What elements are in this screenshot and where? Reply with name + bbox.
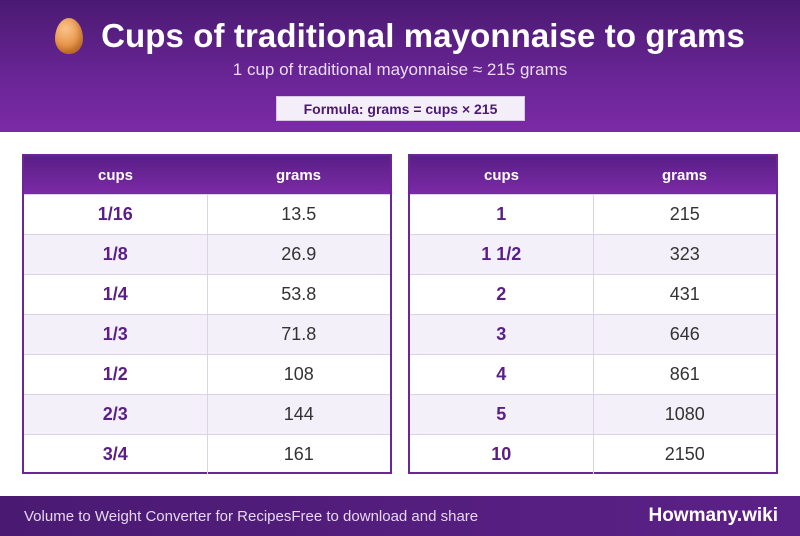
column-header-grams: grams — [661, 166, 708, 184]
table-row: 5 1080 — [410, 394, 776, 434]
cups-cell: 5 — [410, 395, 594, 434]
header: Cups of traditional mayonnaise to grams … — [0, 0, 800, 132]
column-header-cups: cups — [483, 166, 519, 184]
cups-cell: 3/4 — [24, 435, 208, 474]
grams-cell: 108 — [283, 364, 314, 384]
footer-text: Volume to Weight Converter for Recipes Fr… — [24, 496, 478, 536]
table-row: 3 646 — [410, 314, 776, 354]
table-header: cups grams — [410, 156, 776, 194]
table-row: 2 431 — [410, 274, 776, 314]
brand-logo: Howmany.wiki — [648, 505, 778, 526]
grams-cell: 861 — [669, 364, 700, 384]
table-row: 1 1/2 323 — [410, 234, 776, 274]
table-row: 4 861 — [410, 354, 776, 394]
table-row: 2/3 144 — [24, 394, 390, 434]
footer: Volume to Weight Converter for Recipes Fr… — [0, 496, 800, 536]
cups-cell: 2/3 — [24, 395, 208, 434]
grams-cell: 2150 — [664, 444, 705, 464]
egg-icon — [55, 18, 84, 54]
cups-cell: 1/16 — [24, 195, 208, 234]
grams-cell: 1080 — [664, 404, 705, 424]
cups-cell: 1 — [410, 195, 594, 234]
grams-cell: 26.9 — [281, 244, 317, 264]
table-row: 1/16 13.5 — [24, 194, 390, 234]
table-row: 3/4 161 — [24, 434, 390, 474]
cups-cell: 1 1/2 — [410, 235, 594, 274]
table-row: 1/4 53.8 — [24, 274, 390, 314]
table-row: 1/2 108 — [24, 354, 390, 394]
table-row: 1/3 71.8 — [24, 314, 390, 354]
grams-cell: 646 — [669, 324, 700, 344]
cups-cell: 4 — [410, 355, 594, 394]
grams-cell: 161 — [283, 444, 314, 464]
table-row: 10 2150 — [410, 434, 776, 474]
conversion-table-right: cups grams 1 215 1 1/2 323 2 431 3 646 4… — [408, 154, 778, 474]
grams-cell: 144 — [283, 404, 314, 424]
column-header-grams: grams — [275, 166, 322, 184]
column-header-cups: cups — [97, 166, 133, 184]
grams-cell: 13.5 — [281, 204, 317, 224]
grams-cell: 215 — [669, 204, 700, 224]
cups-cell: 1/4 — [24, 275, 208, 314]
table-row: 1/8 26.9 — [24, 234, 390, 274]
grams-cell: 323 — [669, 244, 700, 264]
cups-cell: 1/3 — [24, 315, 208, 354]
grams-cell: 431 — [669, 284, 700, 304]
cups-cell: 3 — [410, 315, 594, 354]
formula-badge: Formula: grams = cups × 215 — [276, 96, 525, 121]
cups-cell: 10 — [410, 435, 594, 474]
cups-cell: 2 — [410, 275, 594, 314]
footer-share-note: Free to download and share — [291, 507, 479, 525]
grams-cell: 71.8 — [281, 324, 317, 344]
table-row: 1 215 — [410, 194, 776, 234]
table-header: cups grams — [24, 156, 390, 194]
cups-cell: 1/8 — [24, 235, 208, 274]
grams-cell: 53.8 — [281, 284, 317, 304]
cups-cell: 1/2 — [24, 355, 208, 394]
title-row: Cups of traditional mayonnaise to grams — [0, 14, 800, 58]
conversion-table-left: cups grams 1/16 13.5 1/8 26.9 1/4 53.8 1… — [22, 154, 392, 474]
page-subtitle: 1 cup of traditional mayonnaise ≈ 215 gr… — [232, 60, 568, 79]
page-title: Cups of traditional mayonnaise to grams — [101, 17, 745, 54]
footer-tagline: Volume to Weight Converter for Recipes — [24, 507, 292, 525]
